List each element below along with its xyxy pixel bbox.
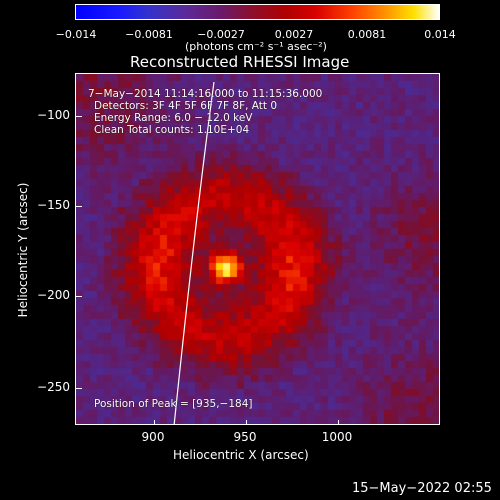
y-tick-label: −150 <box>37 198 70 212</box>
colorbar-tick: 0.0027 <box>274 28 314 41</box>
y-tick-label: −200 <box>37 288 70 302</box>
y-tick-label: −250 <box>37 380 70 394</box>
info-clean: Clean Total counts: 1.10E+04 <box>94 124 250 136</box>
plot-area: 7−May−2014 11:14:16.000 to 11:15:36.000 … <box>75 73 440 425</box>
x-tickmark <box>246 420 247 424</box>
y-tick-label: −100 <box>37 108 70 122</box>
y-tickmark <box>76 388 82 389</box>
y-tickmark <box>76 296 82 297</box>
colorbar-tick: −0.0027 <box>197 28 245 41</box>
info-detectors: Detectors: 3F 4F 5F 6F 7F 8F, Att 0 <box>94 100 278 112</box>
colorbar-tick: 0.014 <box>424 28 456 41</box>
colorbar-unit-label: (photons cm⁻² s⁻¹ asec⁻²) <box>185 40 327 53</box>
x-tick-label: 950 <box>233 430 257 444</box>
timestamp: 15−May−2022 02:55 <box>352 481 492 496</box>
y-tickmark <box>76 116 82 117</box>
solar-flare-image <box>76 74 439 424</box>
x-axis-label: Heliocentric X (arcsec) <box>173 448 309 462</box>
colorbar-tick: 0.0081 <box>347 28 387 41</box>
info-energy-range: Energy Range: 6.0 − 12.0 keV <box>94 112 253 124</box>
plot-title: Reconstructed RHESSI Image <box>130 53 350 71</box>
limb-line <box>173 81 215 424</box>
x-tickmark <box>338 420 339 424</box>
x-tick-label: 900 <box>141 430 165 444</box>
info-time-range: 7−May−2014 11:14:16.000 to 11:15:36.000 <box>88 88 323 100</box>
info-peak-position: Position of Peak = [935,−184] <box>94 398 253 410</box>
colorbar-tick: −0.014 <box>55 28 97 41</box>
x-tick-label: 1000 <box>321 430 353 444</box>
colorbar-tick: −0.0081 <box>125 28 173 41</box>
y-axis-label: Heliocentric Y (arcsec) <box>16 182 30 318</box>
colorbar <box>75 4 440 20</box>
y-tickmark <box>76 206 82 207</box>
x-tickmark <box>154 420 155 424</box>
